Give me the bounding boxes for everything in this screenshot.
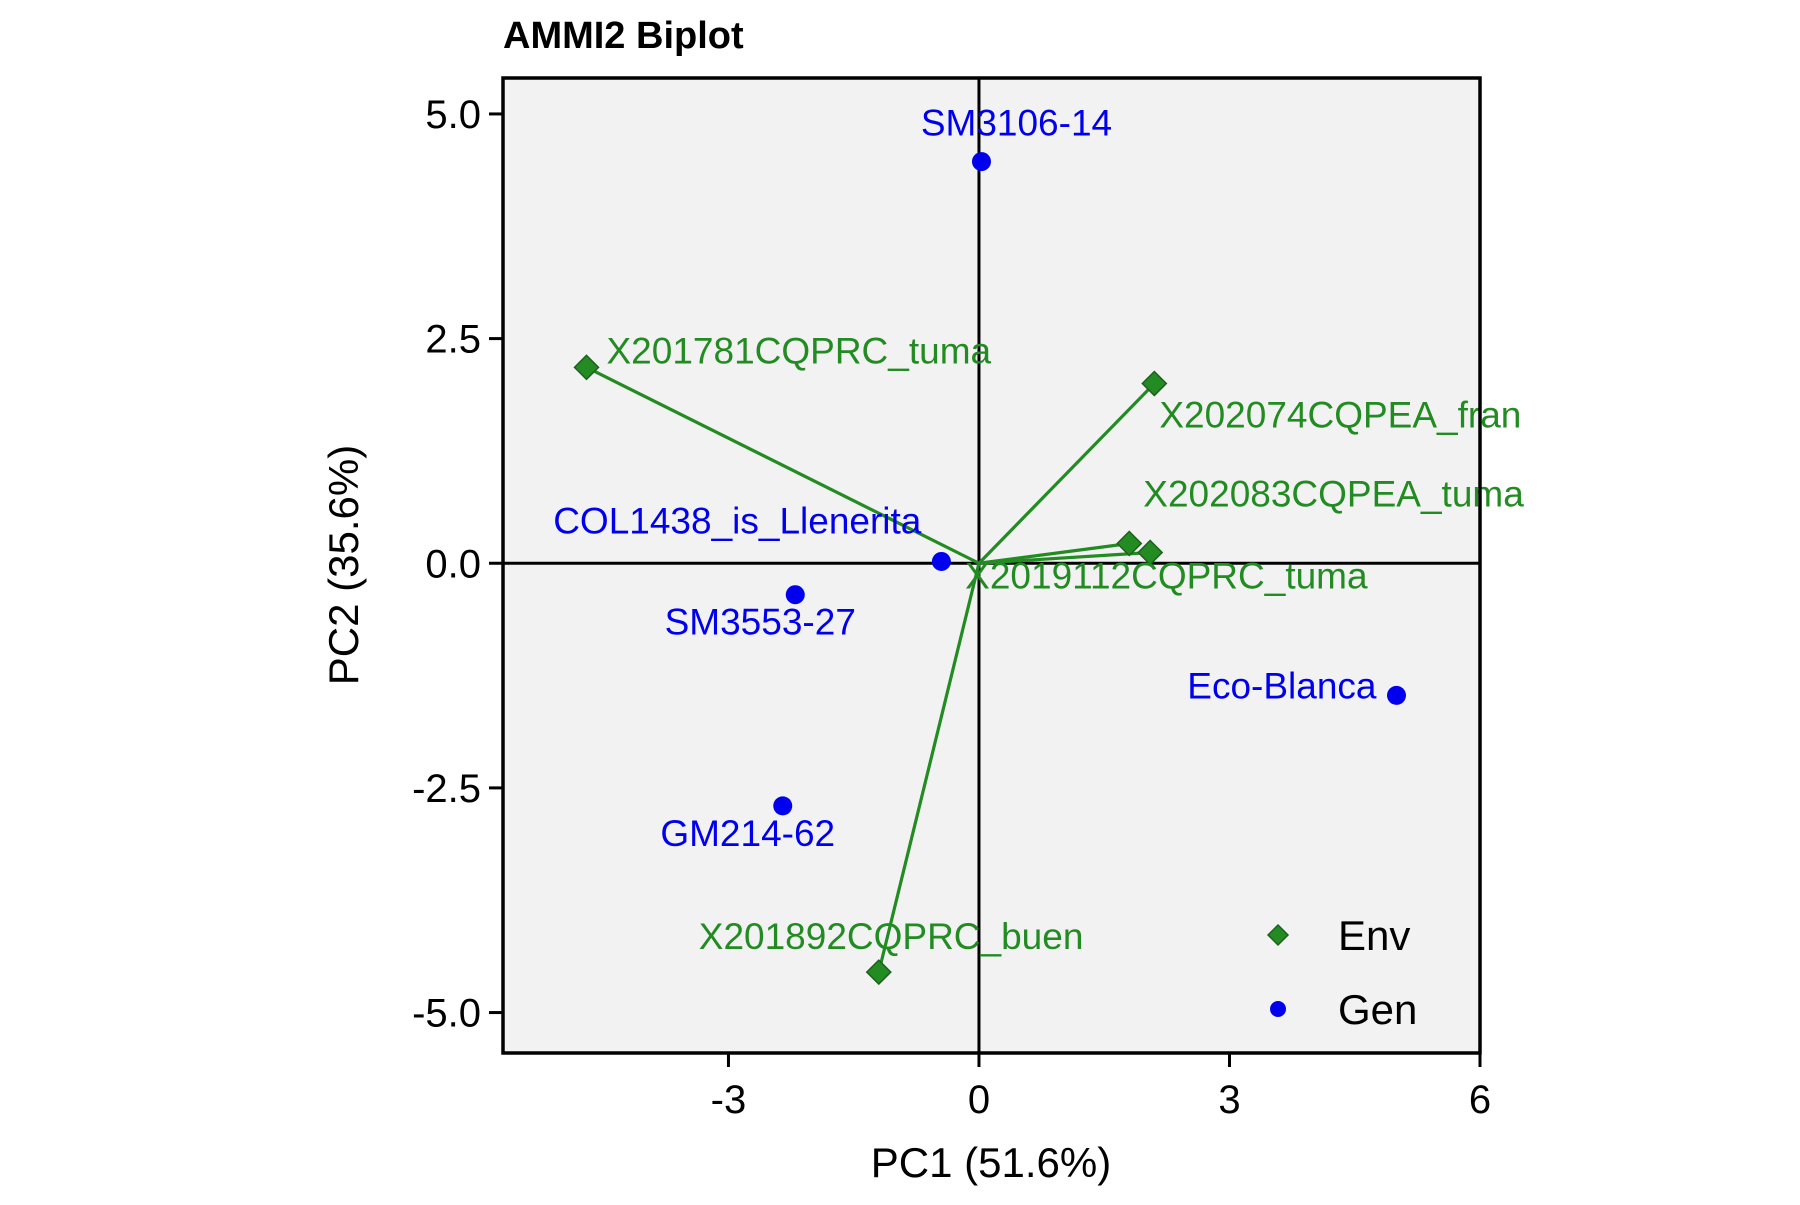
env-point-label: X201892CQPRC_buen bbox=[699, 916, 1084, 957]
gen-point-label: COL1438_is_Llenerita bbox=[553, 500, 922, 541]
env-vector-line bbox=[585, 365, 980, 565]
gen-point-marker bbox=[971, 152, 991, 172]
x-tick-label: -3 bbox=[711, 1078, 747, 1122]
x-axis-title: PC1 (51.6%) bbox=[871, 1139, 1111, 1186]
x-tick-label: 6 bbox=[1469, 1078, 1491, 1122]
y-axis-title: PC2 (35.6%) bbox=[320, 445, 367, 685]
env-point-marker bbox=[573, 354, 600, 381]
legend-env-label: Env bbox=[1338, 912, 1410, 959]
x-tick-label: 3 bbox=[1218, 1078, 1240, 1122]
env-point-label: X2019112CQPRC_tuma bbox=[965, 555, 1368, 596]
y-tick-label: -2.5 bbox=[412, 767, 481, 811]
x-tick-label: 0 bbox=[968, 1078, 990, 1122]
plot-frame bbox=[501, 76, 1482, 1055]
y-tick-label: 2.5 bbox=[425, 318, 481, 362]
env-point-marker bbox=[1116, 530, 1143, 557]
gen-point-label: SM3106-14 bbox=[921, 103, 1112, 144]
env-point-marker bbox=[865, 959, 892, 986]
gen-point-marker bbox=[773, 796, 793, 816]
env-point-marker bbox=[1137, 539, 1164, 566]
plot-background bbox=[503, 78, 1480, 1053]
gen-point-label: SM3553-27 bbox=[665, 602, 856, 643]
gen-point-label: GM214-62 bbox=[660, 813, 835, 854]
env-point-label: X202083CQPEA_tuma bbox=[1143, 473, 1524, 514]
gen-point-marker bbox=[785, 585, 805, 605]
env-vector-line bbox=[978, 541, 1130, 565]
env-vector-line bbox=[977, 382, 1156, 565]
gen-point-marker bbox=[931, 551, 951, 571]
legend-env-marker bbox=[1266, 923, 1290, 947]
legend-gen-marker bbox=[1270, 1001, 1286, 1017]
y-tick-label: 0.0 bbox=[425, 542, 481, 586]
env-point-label: X201781CQPRC_tuma bbox=[607, 330, 992, 371]
legend-gen-label: Gen bbox=[1338, 986, 1417, 1033]
env-vector-line bbox=[877, 562, 981, 973]
y-tick-label: -5.0 bbox=[412, 992, 481, 1036]
chart-title: AMMI2 Biplot bbox=[503, 15, 744, 57]
plot-area: -3 0 3 6 5.0 2.5 0.0 -2.5 -5.0 X201781CQPRC_tuma X… bbox=[412, 76, 1524, 1122]
env-point-label: X202074CQPEA_fran bbox=[1159, 395, 1521, 436]
y-tick-label: 5.0 bbox=[425, 93, 481, 137]
gen-point-marker bbox=[1386, 685, 1406, 705]
env-point-marker bbox=[1141, 370, 1168, 397]
gen-point-label: Eco-Blanca bbox=[1187, 665, 1377, 706]
env-vector-line bbox=[978, 550, 1151, 565]
